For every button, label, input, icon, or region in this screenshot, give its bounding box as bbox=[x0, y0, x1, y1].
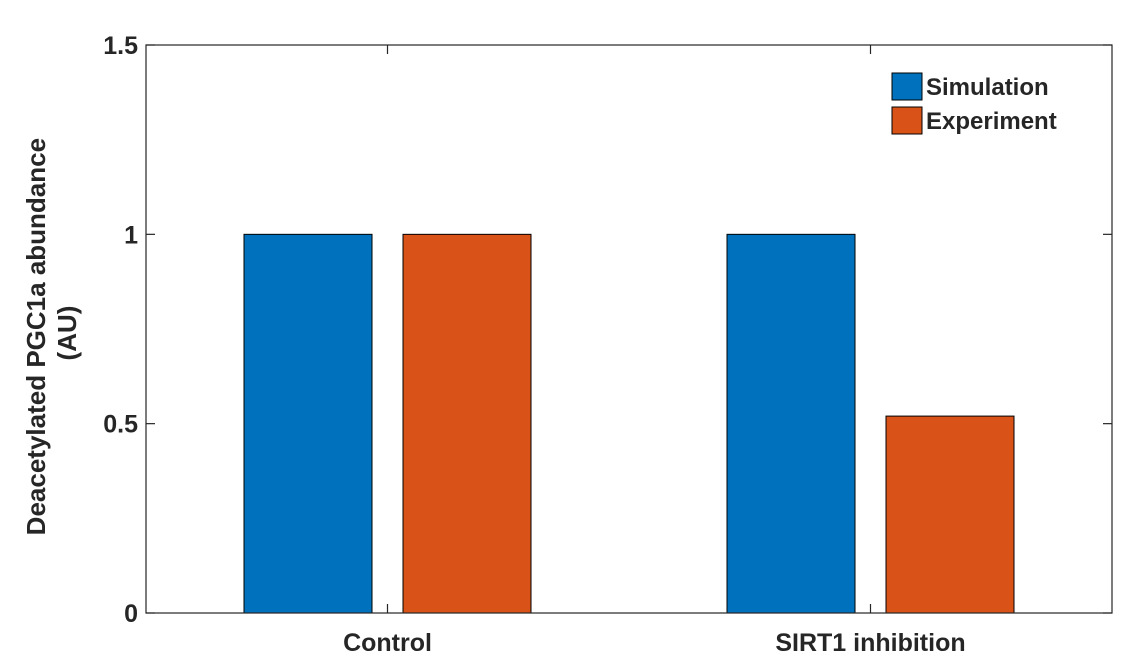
bar-experiment-1 bbox=[402, 233, 532, 614]
bar-simulation-1 bbox=[243, 233, 373, 614]
y-tick-label: 1.5 bbox=[103, 32, 138, 60]
y-tick-label: 0 bbox=[124, 600, 138, 628]
plot-frame bbox=[145, 44, 1113, 614]
x-tick-labels: Control SIRT1 inhibition bbox=[343, 629, 966, 657]
legend: Simulation Experiment bbox=[891, 72, 1057, 135]
legend-swatch-experiment bbox=[891, 106, 923, 135]
bars bbox=[243, 233, 1015, 614]
y-tick-label: 0.5 bbox=[103, 411, 138, 439]
legend-label-simulation: Simulation bbox=[926, 74, 1049, 101]
y-tick-labels: 0 0.5 1 1.5 bbox=[103, 32, 138, 628]
x-tick-label: SIRT1 inhibition bbox=[775, 629, 965, 657]
legend-label-experiment: Experiment bbox=[926, 108, 1057, 135]
y-axis-label: Deacetylated PGC1a abundance (AU) bbox=[21, 131, 82, 536]
axis-ticks bbox=[146, 44, 1112, 614]
legend-swatch-simulation bbox=[891, 72, 923, 101]
y-axis-label-line-2: (AU) bbox=[52, 306, 82, 361]
bar-simulation-2 bbox=[726, 233, 856, 614]
bar-experiment-2 bbox=[885, 415, 1015, 614]
y-tick-label: 1 bbox=[124, 221, 138, 249]
y-axis-label-line-1: Deacetylated PGC1a abundance bbox=[21, 138, 51, 535]
x-tick-label: Control bbox=[343, 629, 432, 657]
